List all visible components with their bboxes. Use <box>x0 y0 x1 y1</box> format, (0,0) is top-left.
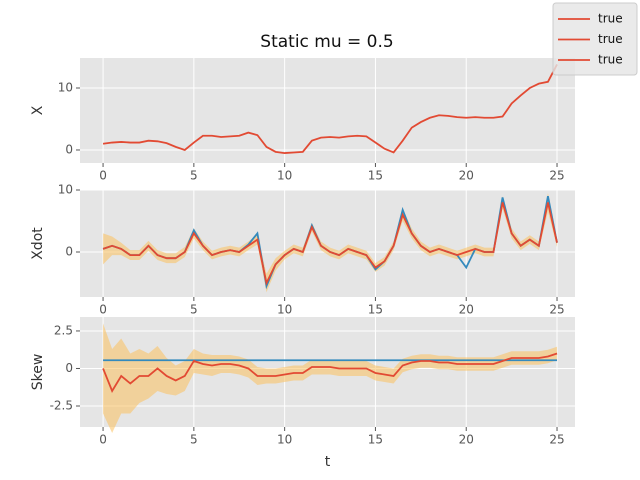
y-axis-label: Xdot <box>30 227 46 260</box>
x-tick-label: 15 <box>368 303 383 317</box>
x-tick-label: 0 <box>99 433 107 447</box>
legend-label: true <box>598 32 623 46</box>
legend-label: true <box>598 12 623 26</box>
series-line <box>102 202 558 286</box>
y-tick-label: -2.5 <box>50 398 73 412</box>
x-tick-label: 10 <box>277 303 292 317</box>
x-tick-label: 0 <box>99 303 107 317</box>
x-tick-label: 25 <box>549 433 564 447</box>
y-tick-label: 0 <box>65 244 73 258</box>
x-tick-label: 15 <box>368 433 383 447</box>
x-tick-label: 10 <box>277 169 292 183</box>
x-axis-label: t <box>325 454 331 470</box>
x-tick-label: 5 <box>190 433 198 447</box>
y-tick-label: 10 <box>58 183 73 197</box>
y-tick-label: 10 <box>58 81 73 95</box>
y-axis-label: X <box>30 105 46 115</box>
x-tick-label: 0 <box>99 169 107 183</box>
chart-title: Static mu = 0.5 <box>260 32 393 52</box>
plot-area <box>80 190 575 297</box>
y-tick-label: 2.5 <box>54 323 73 337</box>
x-tick-label: 25 <box>549 303 564 317</box>
x-tick-label: 20 <box>459 169 474 183</box>
y-tick-label: 0 <box>65 142 73 156</box>
x-tick-label: 20 <box>459 303 474 317</box>
y-axis-label: Skew <box>30 354 46 391</box>
x-tick-label: 20 <box>459 433 474 447</box>
y-tick-label: 0 <box>65 361 73 375</box>
x-tick-label: 5 <box>190 169 198 183</box>
x-tick-label: 10 <box>277 433 292 447</box>
legend-label: true <box>598 53 623 67</box>
x-tick-label: 25 <box>549 169 564 183</box>
x-tick-label: 5 <box>190 303 198 317</box>
plot-area <box>80 58 575 163</box>
legend: true true true <box>552 2 638 76</box>
x-tick-label: 15 <box>368 169 383 183</box>
series-line <box>102 64 558 154</box>
series-line <box>102 352 558 393</box>
legend-box <box>552 2 638 76</box>
